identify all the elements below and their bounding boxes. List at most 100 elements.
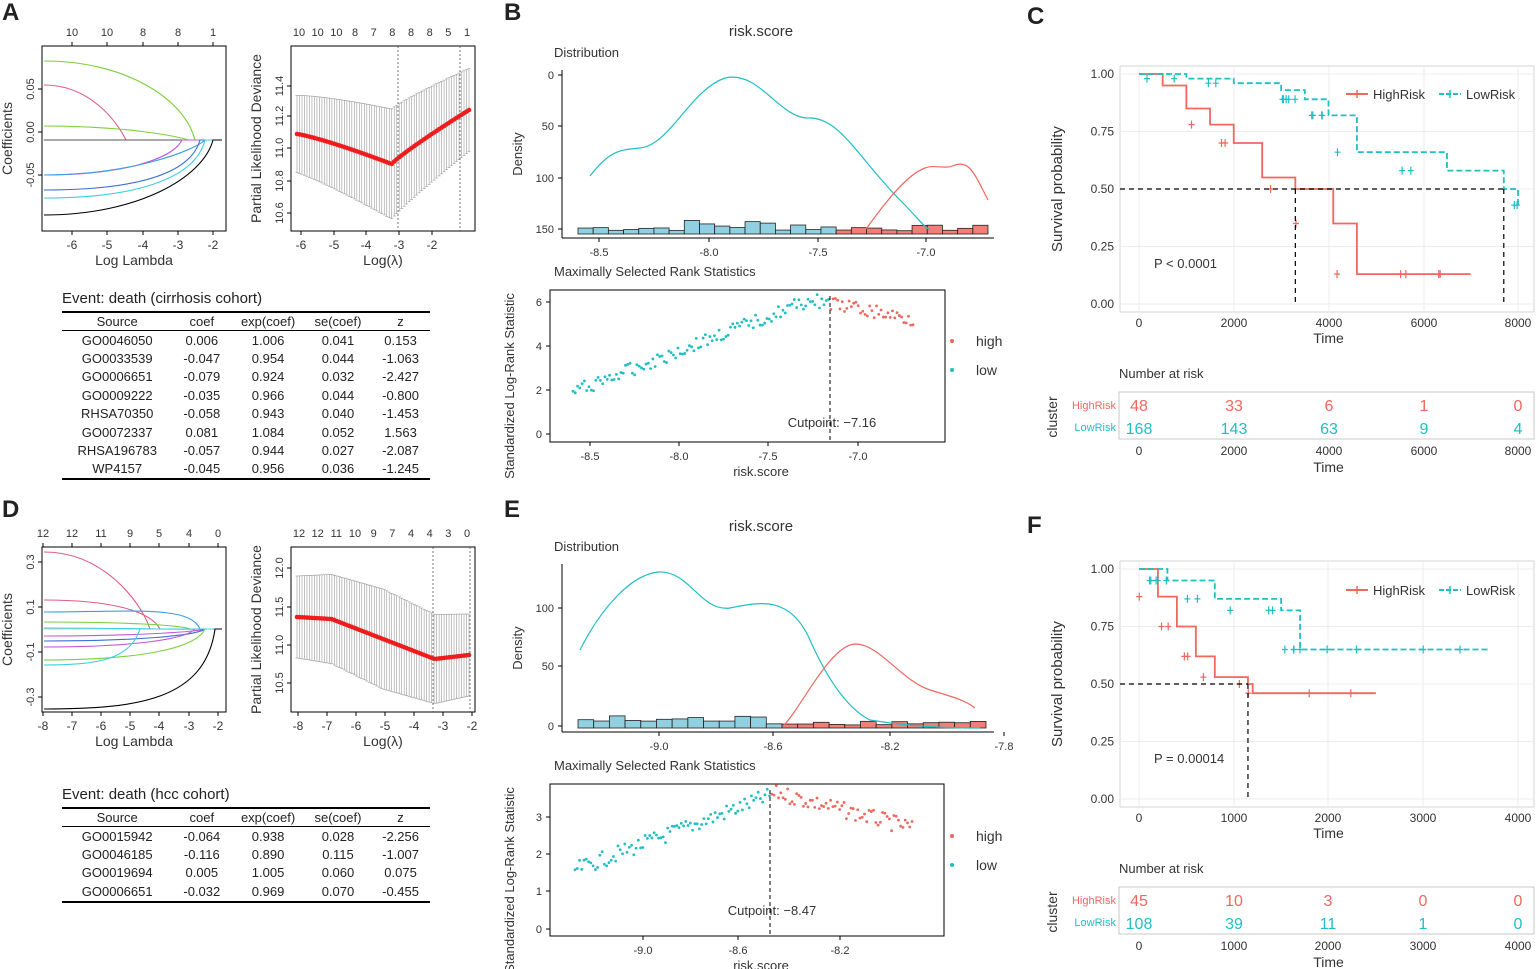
censor-mark [1200, 673, 1207, 682]
y-axis-label: Density [510, 626, 525, 670]
table-row: WP4157 -0.045 0.956 0.036 -1.245 [62, 460, 430, 479]
y-tick-label: 0.25 [1091, 240, 1115, 254]
panel-label-d: D [2, 496, 20, 523]
col-header-2: exp(coef) [231, 808, 305, 827]
stat-point [605, 864, 609, 868]
top-tick-label: 5 [445, 27, 451, 39]
coef-path-6 [43, 139, 222, 191]
table-cell: GO0015942 [81, 828, 153, 844]
y-tick-label: 11.4 [274, 76, 286, 97]
stat-point [626, 362, 630, 366]
stat-point [815, 293, 819, 297]
y-tick-label: 50 [542, 121, 554, 133]
table-cell: -0.045 [183, 461, 221, 477]
x-tick-label: -3 [173, 238, 184, 252]
stat-point [754, 796, 758, 800]
censor-mark [1306, 689, 1313, 698]
y-tick-label: 0.1 [25, 599, 37, 614]
stat-point [645, 836, 649, 840]
stat-point [630, 843, 633, 847]
stat-point [709, 812, 713, 816]
table-cell: GO0046185 [81, 847, 153, 863]
stat-point [786, 304, 789, 307]
table-cell: 0.060 [321, 865, 355, 881]
km-curve-high [1139, 73, 1471, 275]
stat-point [722, 817, 726, 821]
stat-point [854, 819, 857, 822]
x-tick-label: -3 [438, 719, 449, 733]
stat-point [802, 804, 805, 808]
y-tick-label: -0.1 [25, 643, 37, 662]
x-tick-label: -7.5 [759, 451, 778, 463]
x-tick-label: -7.0 [917, 247, 936, 259]
stat-point [652, 831, 656, 835]
km-curve-high [1139, 568, 1376, 695]
p-value: P < 0.0001 [1154, 256, 1217, 271]
risk-x-tick: 3000 [1410, 939, 1437, 953]
stat-point [808, 300, 812, 304]
x-tick-label: -8.2 [881, 741, 900, 753]
x-tick-label: 6000 [1411, 316, 1438, 330]
stat-point [614, 859, 618, 863]
stat-point [617, 377, 621, 381]
histogram-bar [835, 229, 852, 235]
censor-mark [1324, 645, 1331, 654]
table-row: RHSA196783 -0.057 0.944 0.027 -2.087 [62, 441, 430, 459]
x-tick-label: -3 [394, 238, 405, 252]
cutpoint-label: Cutpoint: −8.47 [728, 903, 817, 918]
censor-mark [1296, 645, 1303, 654]
stat-point [770, 319, 773, 323]
table-row: GO0019694 0.005 1.005 0.060 0.075 [62, 864, 430, 882]
stat-point [886, 311, 890, 315]
censor-mark [1402, 270, 1409, 279]
x-tick-label: -5 [329, 238, 340, 252]
y-tick-label: 0 [548, 70, 554, 82]
stat-point [598, 379, 602, 382]
subplot-title: Distribution [554, 45, 619, 60]
stat-point [635, 363, 639, 367]
table-cell: 0.943 [251, 406, 285, 422]
top-tick-label: 12 [293, 528, 305, 540]
censor-mark [1292, 95, 1299, 104]
x-tick-label: 4000 [1316, 316, 1343, 330]
stat-point [758, 323, 762, 327]
table-cell: 0.041 [321, 332, 355, 348]
risk-high-label: HighRisk [1072, 895, 1117, 907]
stat-point [740, 320, 744, 324]
coef-path-1 [43, 84, 222, 141]
table-cell: GO0006651 [81, 369, 153, 385]
risk-table-title: Number at risk [1119, 366, 1204, 381]
stat-point [605, 377, 609, 381]
table-cell: 0.044 [321, 387, 355, 403]
stat-point [770, 792, 774, 796]
table-cell: -0.032 [183, 883, 221, 899]
histogram-bar [714, 225, 731, 235]
stat-point [903, 818, 907, 822]
density-high [782, 643, 976, 727]
stat-point [594, 378, 598, 382]
risk-low-count: 39 [1225, 916, 1243, 933]
histogram-bar [653, 227, 670, 235]
y-tick-label: 2 [536, 385, 542, 397]
stat-point [795, 792, 799, 796]
stat-point [650, 836, 654, 840]
censor-mark [1397, 270, 1404, 279]
histogram-bar [577, 227, 594, 235]
stat-point [863, 313, 867, 316]
x-tick-label: -8.5 [581, 451, 600, 463]
stat-point [813, 806, 817, 809]
risk-high-label: HighRisk [1072, 400, 1117, 412]
risk-high-count: 45 [1130, 893, 1148, 910]
histogram-bar [866, 227, 883, 235]
table-cell: -0.047 [183, 351, 221, 367]
stat-point [587, 385, 591, 389]
stat-point [895, 311, 899, 315]
stat-point [703, 333, 707, 337]
risk-high-count: 48 [1130, 398, 1148, 415]
x-tick-label: -7.8 [995, 741, 1014, 753]
coef-path-7 [43, 139, 222, 199]
stat-point [834, 297, 837, 300]
y-tick-label: 10.6 [274, 202, 286, 223]
stat-point [847, 299, 851, 303]
